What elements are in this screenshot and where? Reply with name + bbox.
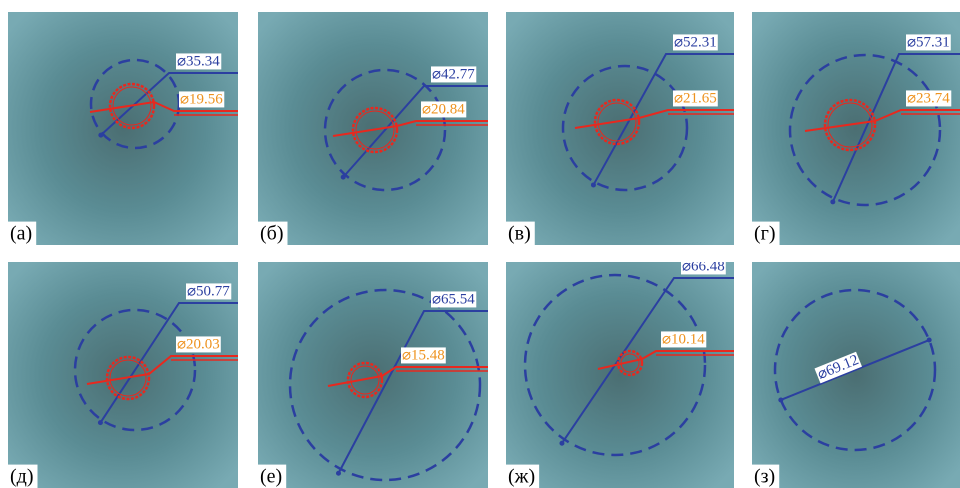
arrow xyxy=(559,441,564,446)
panel-label: (д) xyxy=(10,466,34,488)
dimension-label: ⌀19.56 xyxy=(180,91,223,107)
arrow xyxy=(98,420,103,425)
panel: ⌀52.31 ⌀21.65 (в) xyxy=(506,12,734,245)
arrow xyxy=(591,182,596,187)
dimension-label: ⌀52.31 xyxy=(674,34,717,50)
dimension-label: ⌀23.74 xyxy=(907,90,950,106)
panel: ⌀50.77 ⌀20.03 (д) xyxy=(8,262,238,488)
photo xyxy=(258,12,488,245)
panel-label: (г) xyxy=(754,223,776,245)
panel: ⌀69.12(з) xyxy=(752,262,960,488)
arrow xyxy=(927,338,932,343)
dimension-label: ⌀20.03 xyxy=(177,336,220,352)
panel: ⌀65.54 ⌀15.48 (е) xyxy=(258,262,488,488)
panel-label: (е) xyxy=(260,466,282,488)
panel: ⌀57.31 ⌀23.74 (г) xyxy=(752,12,960,245)
arrow xyxy=(341,175,346,180)
panel-label: (в) xyxy=(508,223,531,245)
arrow xyxy=(778,397,783,402)
dimension-label: ⌀42.77 xyxy=(432,66,475,82)
panel-label: (ж) xyxy=(508,466,535,488)
dimension-label: ⌀57.31 xyxy=(907,34,950,50)
panel-label: (б) xyxy=(260,223,284,245)
arrow xyxy=(830,199,835,204)
photo xyxy=(752,262,960,488)
panel-label: (а) xyxy=(10,223,32,245)
figure: ⌀35.34 ⌀19.56 (а) ⌀42.77 ⌀20.84 (б) ⌀52.31 ⌀21.… xyxy=(0,0,960,488)
arrow xyxy=(98,133,103,138)
dimension-label: ⌀35.34 xyxy=(177,53,220,69)
dimension-label: ⌀20.84 xyxy=(422,101,465,117)
dimension-label: ⌀65.54 xyxy=(432,291,475,307)
panel: ⌀66.48 ⌀10.14 (ж) xyxy=(506,258,734,488)
photo xyxy=(8,12,238,245)
dimension-label: ⌀10.14 xyxy=(662,331,705,347)
dimension-label: ⌀66.48 xyxy=(682,258,725,274)
arrow xyxy=(336,471,341,476)
panel-label: (з) xyxy=(754,466,775,488)
panel: ⌀42.77 ⌀20.84 (б) xyxy=(258,12,488,245)
dimension-label: ⌀21.65 xyxy=(674,90,717,106)
panel: ⌀35.34 ⌀19.56 (а) xyxy=(8,12,238,245)
dimension-label: ⌀15.48 xyxy=(402,347,445,363)
dimension-label: ⌀50.77 xyxy=(187,283,230,299)
